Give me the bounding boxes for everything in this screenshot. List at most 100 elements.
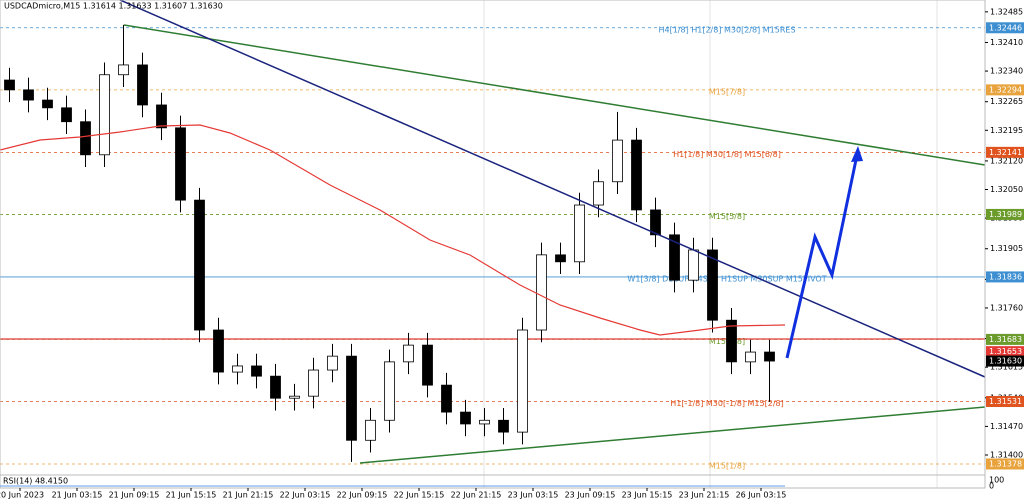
candle-body xyxy=(536,254,547,331)
rsi-tick: 0 xyxy=(989,482,994,491)
candle-body xyxy=(213,329,224,373)
candle-body xyxy=(270,375,281,399)
price-box-label: 1.31683 xyxy=(989,335,1022,344)
candle-body xyxy=(232,365,243,373)
trend-line xyxy=(123,24,986,166)
x-tick-label: 21 Jun 21:15 xyxy=(223,491,274,500)
y-tick-label: 1.32120 xyxy=(990,156,1023,165)
x-tick-label: 26 Jun 03:15 xyxy=(736,491,787,500)
candle-body xyxy=(479,419,490,425)
y-tick-label: 1.32265 xyxy=(990,97,1023,106)
price-box-label: 1.31989 xyxy=(989,210,1022,219)
price-box xyxy=(986,395,1024,407)
candle-body xyxy=(745,351,756,363)
trend-line xyxy=(119,0,986,378)
y-tick-label: 1.32050 xyxy=(990,185,1023,194)
forecast-arrow xyxy=(785,154,859,359)
candle-body xyxy=(707,249,718,321)
price-box-label: 1.31836 xyxy=(989,272,1022,281)
y-tick-label: 1.31905 xyxy=(990,244,1023,253)
price-box-label: 1.32294 xyxy=(989,85,1022,94)
x-tick-label: 22 Jun 09:15 xyxy=(337,491,388,500)
price-box xyxy=(986,355,1024,367)
candle-body xyxy=(42,99,53,109)
x-tick-label: 21 Jun 09:15 xyxy=(109,491,160,500)
candle-body xyxy=(517,329,528,433)
axes: 1.32485 1.32410 1.32340 1.32265 1.32195 1.321… xyxy=(0,7,1024,500)
rsi-label: RSI(14) 48.4150 xyxy=(3,477,68,486)
plot-frame xyxy=(0,0,986,489)
candle-body xyxy=(422,344,433,386)
price-box-label: 1.31653 xyxy=(989,347,1022,356)
x-tick-label: 22 Jun 15:15 xyxy=(394,491,445,500)
candle-body xyxy=(4,79,15,91)
price-box-label: 1.31630 xyxy=(989,357,1022,366)
price-box xyxy=(986,208,1024,220)
level-label: H1[-1/8] M30[-1/8] M15[2/8] xyxy=(670,399,783,408)
y-tick-label: 1.31400 xyxy=(990,450,1023,459)
candle-body xyxy=(555,254,566,263)
rsi-tick: 100 xyxy=(989,476,1004,485)
chart-title: USDCADmicro,M15 1.31614 1.31633 1.31607 … xyxy=(4,2,223,11)
candle-body xyxy=(23,89,34,101)
x-tick-label: 22 Jun 03:15 xyxy=(280,491,331,500)
moving-average xyxy=(0,124,786,336)
price-box xyxy=(986,22,1024,34)
candle-body xyxy=(688,249,699,281)
candle-body xyxy=(726,319,737,363)
price-box xyxy=(986,458,1024,470)
x-tick-label: 23 Jun 21:15 xyxy=(679,491,730,500)
level-label: M15[7/8] xyxy=(709,87,745,96)
x-tick-label: 21 Jun 03:15 xyxy=(52,491,103,500)
candle-body xyxy=(631,139,642,211)
candle-body xyxy=(650,209,661,236)
level-label: M15[1/8] xyxy=(709,461,745,470)
y-tick-label: 1.31615 xyxy=(990,363,1023,372)
candle-body xyxy=(289,395,300,399)
candle-body xyxy=(99,74,110,156)
candle-body xyxy=(612,139,623,183)
x-tick-label: 21 Jun 15:15 xyxy=(166,491,217,500)
price-box xyxy=(986,271,1024,283)
candle-body xyxy=(346,355,357,441)
price-box xyxy=(986,84,1024,96)
trend-line xyxy=(359,406,986,464)
level-label: H1[1/8] M30[1/8] M15[6/8] xyxy=(673,150,781,159)
arrow-head xyxy=(851,146,863,162)
candle-body xyxy=(365,419,376,441)
price-box xyxy=(986,346,1024,358)
price-box-label: 1.32141 xyxy=(989,148,1022,157)
candle-body xyxy=(61,107,72,123)
candle-body xyxy=(194,199,205,331)
candles xyxy=(4,24,775,462)
price-box-label: 1.31378 xyxy=(989,459,1022,468)
candle-body xyxy=(593,181,604,206)
y-tick-label: 1.32340 xyxy=(990,67,1023,76)
candle-body xyxy=(308,369,319,397)
level-label: W1[3/8] D1SUP H4SUP H1SUP M30SUP M15PIVO… xyxy=(627,274,826,283)
candle-body xyxy=(137,64,148,106)
y-tick-label: 1.32485 xyxy=(990,7,1023,16)
level-label: H4[1/8] H1[2/8] M30[2/8] M15RES xyxy=(658,25,795,34)
candle-body xyxy=(460,411,471,425)
candle-body xyxy=(156,104,167,129)
candle-body xyxy=(498,419,509,433)
candle-body xyxy=(764,351,775,362)
x-tick-label: 23 Jun 09:15 xyxy=(565,491,616,500)
x-tick-label: 23 Jun 03:15 xyxy=(508,491,559,500)
x-tick-label: 20 Jun 2023 xyxy=(0,491,44,500)
candle-body xyxy=(384,361,395,421)
price-box-label: 1.32446 xyxy=(989,23,1022,32)
y-tick-label: 1.31470 xyxy=(990,422,1023,431)
level-label: M15[5/8] xyxy=(709,212,745,221)
y-tick-label: 1.32410 xyxy=(990,38,1023,47)
y-tick-label: 1.31760 xyxy=(990,303,1023,312)
candle-body xyxy=(441,384,452,413)
price-box-label: 1.31531 xyxy=(989,397,1022,406)
candle-body xyxy=(327,355,338,371)
y-tick-label: 1.32195 xyxy=(990,126,1023,135)
candle-body xyxy=(574,204,585,263)
candle-body xyxy=(669,234,680,281)
